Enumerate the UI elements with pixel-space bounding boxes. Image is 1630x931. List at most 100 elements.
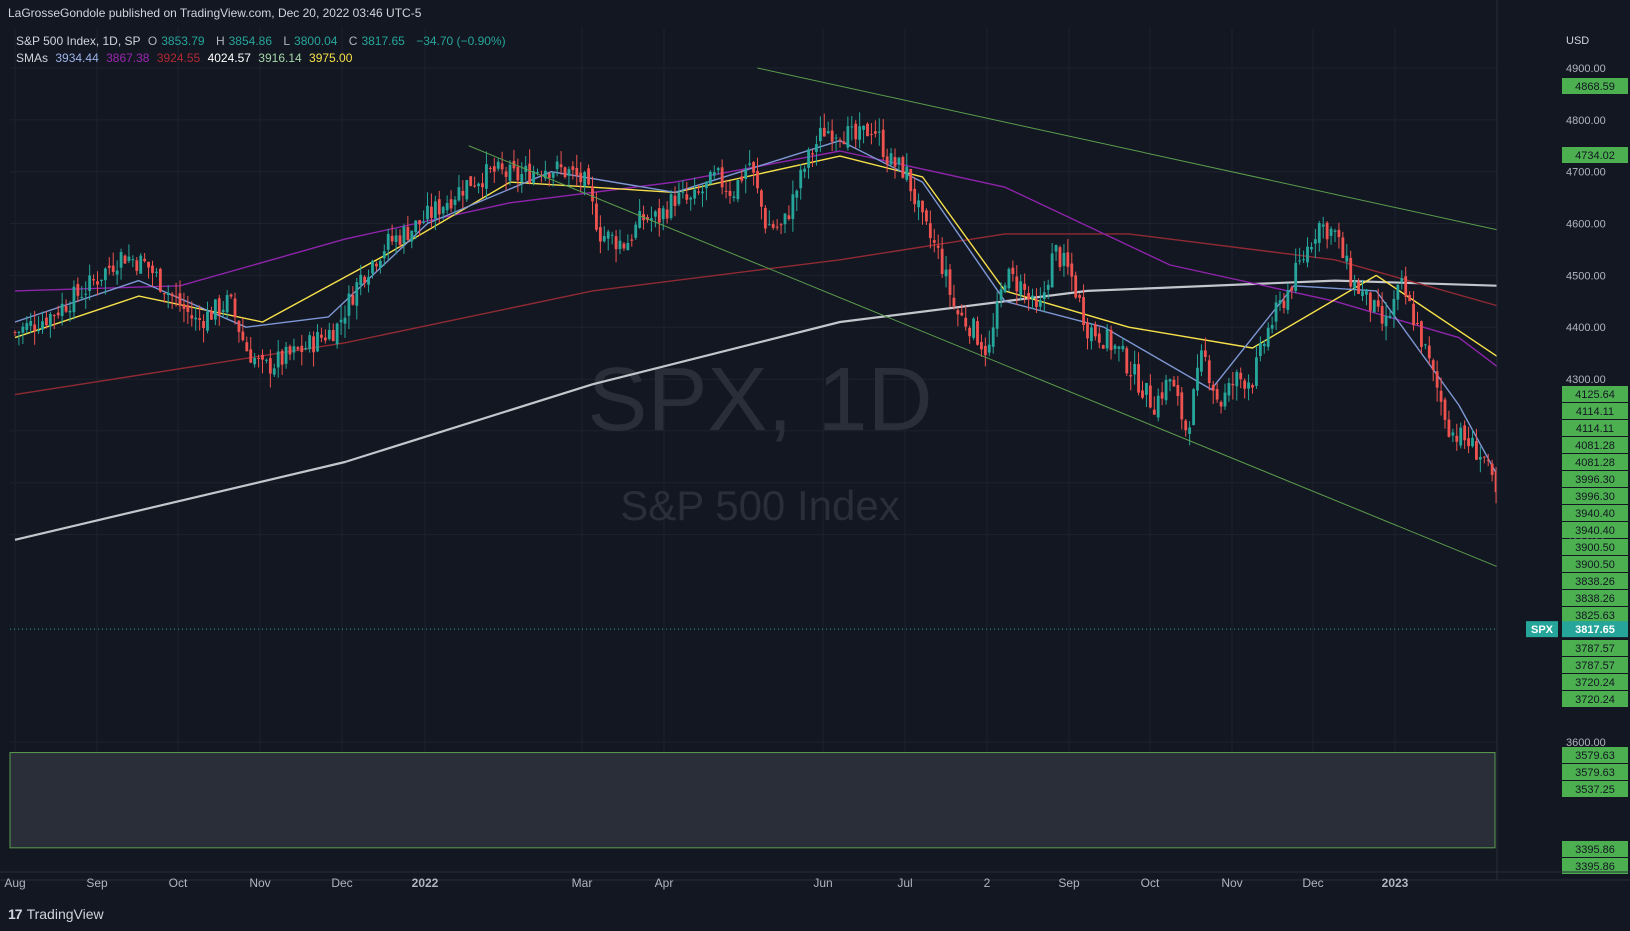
candle-body	[877, 131, 881, 133]
candle-body	[331, 330, 335, 342]
candle-body	[1239, 372, 1243, 380]
candle-body	[1341, 237, 1345, 258]
candle-body	[1251, 385, 1254, 388]
sma-value-4: 4024.57	[207, 51, 251, 65]
candle-body	[972, 318, 975, 338]
candle-body	[1416, 322, 1419, 324]
candle-body	[850, 126, 854, 128]
candle-body	[1109, 329, 1113, 351]
candle-body	[158, 268, 162, 292]
candle-body	[1184, 420, 1188, 431]
close-value: 3817.65	[361, 34, 405, 48]
candle-body	[732, 196, 736, 198]
candle-body	[1333, 230, 1337, 232]
legend: S&P 500 Index, 1D, SP O 3853.79 H 3854.86 …	[16, 33, 510, 67]
candle-body	[1427, 345, 1431, 359]
price-tick-label: 4400.00	[1566, 322, 1606, 334]
candle-body	[488, 167, 492, 169]
candle-body	[1035, 299, 1038, 308]
time-tick-label: Dec	[331, 876, 352, 890]
candle-body	[92, 279, 95, 281]
candle-body	[151, 265, 154, 274]
candle-body	[614, 236, 618, 250]
candle-body	[1203, 350, 1207, 357]
candle-body	[1294, 262, 1298, 291]
candle-body	[178, 293, 182, 306]
candle-body	[1455, 435, 1459, 442]
candle-body	[1321, 224, 1325, 227]
candle-body	[940, 248, 944, 275]
candle-body	[88, 275, 92, 291]
candle-body	[1270, 324, 1274, 329]
candle-body	[386, 233, 390, 250]
candle-body	[29, 320, 33, 326]
last-price-tag-text: 3817.65	[1575, 624, 1615, 636]
price-tick-label: 4500.00	[1566, 270, 1606, 282]
candle-body	[496, 161, 500, 169]
price-tick-label: 4700.00	[1566, 167, 1606, 179]
candle-body	[1054, 245, 1058, 252]
price-tag-bg	[1562, 764, 1628, 780]
time-tick-label: Sep	[86, 876, 108, 890]
time-tick-label: 2023	[1382, 876, 1409, 890]
symbol-info: S&P 500 Index, 1D, SP	[16, 34, 141, 48]
candle-body	[818, 127, 822, 142]
candle-body	[917, 200, 920, 208]
price-axis: USD3600.004000.004100.004200.004300.0044…	[1496, 0, 1630, 931]
candle-body	[131, 259, 135, 261]
candle-body	[1396, 284, 1400, 300]
candle-body	[449, 199, 453, 209]
candle-body	[1439, 390, 1443, 402]
candle-body	[1262, 343, 1266, 347]
time-tick-label: Sep	[1058, 876, 1080, 890]
candle-body	[701, 191, 704, 194]
candle-body	[1145, 382, 1148, 395]
time-tick-label: Mar	[572, 876, 593, 890]
price-tag-bg	[1562, 437, 1628, 453]
price-tag-text: 3900.50	[1575, 542, 1615, 554]
candle-body	[221, 309, 225, 312]
candle-body	[418, 220, 422, 225]
candle-body	[1082, 297, 1085, 326]
time-tick-label: Nov	[249, 876, 270, 890]
candle-body	[1066, 252, 1070, 267]
candle-body	[559, 164, 563, 168]
candle-body	[681, 191, 685, 193]
candle-body	[1046, 284, 1050, 290]
candle-body	[33, 324, 37, 331]
candle-body	[390, 235, 394, 242]
candle-body	[881, 129, 885, 158]
candle-body	[335, 323, 339, 345]
candle-body	[343, 317, 347, 324]
candle-body	[893, 157, 897, 167]
candle-body	[583, 172, 587, 187]
candle-body	[1160, 392, 1164, 399]
candle-body	[909, 168, 913, 192]
candle-body	[1141, 390, 1144, 398]
price-tag-bg	[1562, 78, 1628, 94]
candle-body	[602, 236, 606, 242]
candle-body	[461, 190, 465, 196]
candle-body	[976, 321, 979, 345]
candle-body	[469, 176, 473, 187]
price-tick-label: 3600.00	[1566, 737, 1606, 749]
candle-body	[740, 176, 744, 181]
candle-body	[1058, 247, 1062, 268]
candle-body	[308, 335, 312, 350]
low-value: 3800.04	[294, 34, 338, 48]
price-tag-text: 3579.63	[1575, 750, 1615, 762]
candle-body	[767, 224, 771, 226]
candle-body	[363, 276, 367, 283]
candle-body	[68, 310, 72, 313]
candle-body	[752, 161, 755, 173]
candle-body	[980, 342, 983, 350]
close-label: C	[348, 34, 358, 48]
candle-body	[1200, 350, 1203, 372]
candle-body	[96, 281, 99, 285]
candle-body	[1306, 246, 1309, 263]
candle-body	[147, 261, 150, 268]
price-tick-label: 4600.00	[1566, 219, 1606, 231]
candle-body	[1490, 463, 1494, 475]
candle-body	[983, 345, 987, 356]
